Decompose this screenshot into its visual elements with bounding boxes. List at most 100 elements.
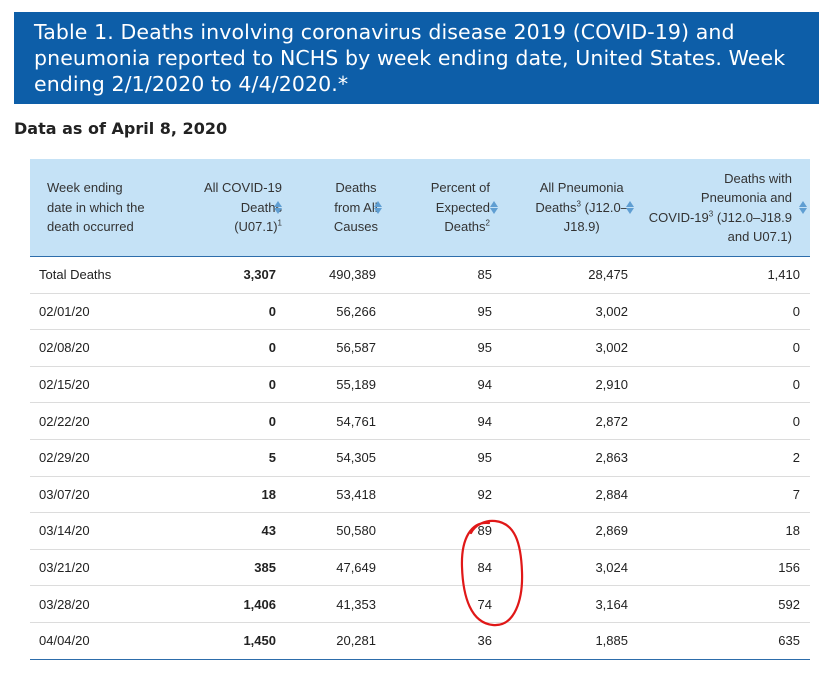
sort-arrows-icon[interactable] xyxy=(799,201,807,214)
col3-footnote: 2 xyxy=(485,218,490,228)
cell-pneumonia: 2,884 xyxy=(595,486,628,502)
cell-covid-deaths: 0 xyxy=(268,340,276,356)
cell-week-ending: 04/04/20 xyxy=(39,633,90,649)
cell-pneumonia: 2,910 xyxy=(595,377,628,393)
cell-pneumonia: 2,869 xyxy=(595,523,628,539)
col-header-pneumonia[interactable]: All Pneumonia Deaths3 (J12.0– J18.9) xyxy=(535,178,628,237)
col1-footnote: 1 xyxy=(277,218,282,228)
cell-week-ending: 02/29/20 xyxy=(39,450,90,466)
cell-pneumonia-covid: 7 xyxy=(792,486,800,502)
cell-all-causes: 56,587 xyxy=(336,340,376,356)
deaths-table: Week ending date in which the death occu… xyxy=(30,159,810,660)
table-row: 02/22/20 0 54,761 94 2,872 0 xyxy=(30,403,810,440)
table-row: 03/21/20 385 47,649 84 3,024 156 xyxy=(30,550,810,587)
col3-line3: Deaths xyxy=(444,219,486,235)
cell-covid-deaths: 0 xyxy=(268,303,276,319)
cell-week-ending: 02/15/20 xyxy=(39,377,90,393)
sort-arrows-icon[interactable] xyxy=(490,201,498,214)
cell-pneumonia-covid: 156 xyxy=(778,560,800,576)
table-row: 03/14/20 43 50,580 89 2,869 18 xyxy=(30,513,810,550)
col1-line2: Deaths xyxy=(240,199,282,215)
cell-percent-expected: 95 xyxy=(477,340,492,356)
cell-pneumonia-covid: 0 xyxy=(792,340,800,356)
cell-pneumonia: 3,002 xyxy=(595,303,628,319)
cell-pneumonia-covid: 0 xyxy=(792,377,800,393)
cell-pneumonia-covid: 18 xyxy=(785,523,800,539)
col5-line2: Pneumonia and xyxy=(700,190,792,205)
cell-percent-expected: 36 xyxy=(477,633,492,649)
cell-percent-expected: 95 xyxy=(477,303,492,319)
col4-line3: (J12.0– xyxy=(584,199,628,215)
col2-line1: Deaths xyxy=(335,180,377,196)
col4-line2: Deaths xyxy=(535,199,577,215)
cell-week-ending: 02/08/20 xyxy=(39,340,90,356)
col3-line1: Percent of xyxy=(430,180,490,196)
cell-all-causes: 53,418 xyxy=(336,486,376,502)
cell-all-causes: 54,305 xyxy=(336,450,376,466)
cell-covid-deaths: 0 xyxy=(268,377,276,393)
cell-percent-expected: 94 xyxy=(477,377,492,393)
cell-all-causes: 20,281 xyxy=(336,633,376,649)
cell-all-causes: 54,761 xyxy=(336,413,376,429)
cell-all-causes: 55,189 xyxy=(336,377,376,393)
col5-line3: COVID-19 xyxy=(648,209,709,225)
table-title: Table 1. Deaths involving coronavirus di… xyxy=(14,12,819,104)
cell-percent-expected: 89 xyxy=(477,523,492,539)
cell-all-causes: 50,580 xyxy=(336,523,376,539)
col-header-percent-expected[interactable]: Percent of Expected Deaths2 xyxy=(431,178,490,237)
table-header: Week ending date in which the death occu… xyxy=(30,159,810,257)
col-header-all-causes[interactable]: Deaths from All Causes xyxy=(334,178,378,237)
cell-percent-expected: 74 xyxy=(477,596,492,612)
col-header-week-ending: Week ending date in which the death occu… xyxy=(47,178,172,237)
cell-pneumonia-covid: 635 xyxy=(778,633,800,649)
cell-pneumonia-covid: 0 xyxy=(792,303,800,319)
col5-line1: Deaths with xyxy=(724,170,792,186)
cell-covid-deaths: 5 xyxy=(268,450,276,466)
cell-pneumonia: 3,024 xyxy=(595,560,628,576)
cell-percent-expected: 95 xyxy=(477,450,492,466)
cell-percent-expected: 94 xyxy=(477,413,492,429)
cell-all-causes: 41,353 xyxy=(336,596,376,612)
cell-pneumonia: 3,164 xyxy=(595,596,628,612)
cell-all-causes: 56,266 xyxy=(336,303,376,319)
cell-covid-deaths: 3,307 xyxy=(243,267,276,283)
col3-line2: Expected xyxy=(435,199,490,215)
col2-line3: Causes xyxy=(333,219,378,235)
cell-all-causes: 490,389 xyxy=(329,267,376,283)
col-header-covid-deaths[interactable]: All COVID-19 Deaths (U07.1)1 xyxy=(204,178,282,237)
col2-line2: from All xyxy=(334,199,378,215)
cell-covid-deaths: 0 xyxy=(268,413,276,429)
cell-percent-expected: 85 xyxy=(477,267,492,283)
table-row: 04/04/20 1,450 20,281 36 1,885 635 xyxy=(30,623,810,660)
sort-arrows-icon[interactable] xyxy=(274,201,282,214)
table-body: Total Deaths 3,307 490,389 85 28,475 1,410 02/… xyxy=(30,257,810,660)
cell-pneumonia-covid: 1,410 xyxy=(767,267,800,283)
cell-all-causes: 47,649 xyxy=(336,560,376,576)
table-row: 02/15/20 0 55,189 94 2,910 0 xyxy=(30,367,810,404)
col0-line2: date in which the xyxy=(47,199,145,215)
cell-covid-deaths: 385 xyxy=(254,560,276,576)
table-row-total: Total Deaths 3,307 490,389 85 28,475 1,410 xyxy=(30,257,810,294)
col1-line1: All COVID-19 xyxy=(203,180,282,196)
cell-pneumonia: 3,002 xyxy=(595,340,628,356)
cell-percent-expected: 84 xyxy=(477,560,492,576)
sort-arrows-icon[interactable] xyxy=(374,201,382,214)
table-row: 03/07/20 18 53,418 92 2,884 7 xyxy=(30,477,810,514)
table-row: 03/28/20 1,406 41,353 74 3,164 592 xyxy=(30,586,810,623)
cell-pneumonia-covid: 0 xyxy=(792,413,800,429)
cell-percent-expected: 92 xyxy=(477,486,492,502)
col4-footnote: 3 xyxy=(576,199,581,209)
cell-covid-deaths: 1,450 xyxy=(243,633,276,649)
cell-week-ending: 03/07/20 xyxy=(39,486,90,502)
col0-line3: death occurred xyxy=(47,219,134,235)
cell-covid-deaths: 1,406 xyxy=(243,596,276,612)
data-as-of: Data as of April 8, 2020 xyxy=(14,119,228,138)
table-row: 02/29/20 5 54,305 95 2,863 2 xyxy=(30,440,810,477)
table-row: 02/01/20 0 56,266 95 3,002 0 xyxy=(30,294,810,331)
cell-pneumonia: 2,863 xyxy=(595,450,628,466)
sort-arrows-icon[interactable] xyxy=(626,201,634,214)
col5-footnote: 3 xyxy=(708,209,714,219)
col0-line1: Week ending xyxy=(47,180,123,196)
cell-pneumonia: 2,872 xyxy=(595,413,628,429)
col-header-pneumonia-covid[interactable]: Deaths with Pneumonia and COVID-193 (J12… xyxy=(649,169,792,247)
